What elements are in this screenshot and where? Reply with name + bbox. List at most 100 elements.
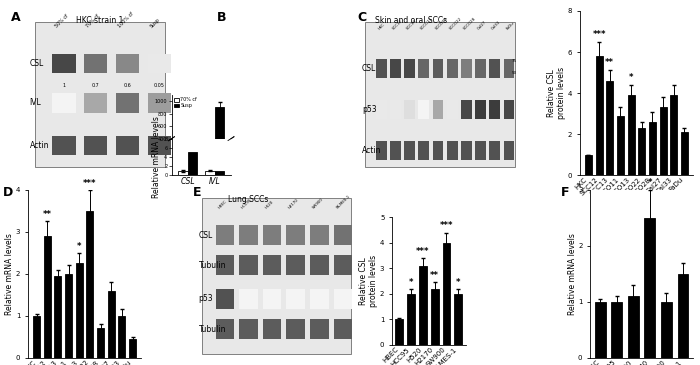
Text: p53: p53 <box>362 105 377 114</box>
Text: 50: 50 <box>512 70 517 74</box>
FancyBboxPatch shape <box>216 225 234 245</box>
Bar <box>87 211 93 358</box>
Text: SCC13: SCC13 <box>406 19 418 31</box>
Text: ***: *** <box>83 179 97 188</box>
Text: p53: p53 <box>199 295 214 303</box>
Bar <box>407 294 415 345</box>
Text: Cal33: Cal33 <box>491 20 502 31</box>
FancyBboxPatch shape <box>262 289 281 309</box>
FancyBboxPatch shape <box>216 289 234 309</box>
Legend: 70% cf, Susp: 70% cf, Susp <box>174 97 197 108</box>
FancyBboxPatch shape <box>489 100 500 119</box>
FancyBboxPatch shape <box>503 141 514 161</box>
Y-axis label: Relative mRNA levels: Relative mRNA levels <box>568 233 577 315</box>
FancyBboxPatch shape <box>503 58 514 78</box>
FancyBboxPatch shape <box>376 58 386 78</box>
FancyBboxPatch shape <box>216 319 234 339</box>
FancyBboxPatch shape <box>239 255 258 276</box>
FancyBboxPatch shape <box>262 319 281 339</box>
FancyBboxPatch shape <box>404 141 415 161</box>
Text: CSL: CSL <box>29 59 43 68</box>
FancyBboxPatch shape <box>84 93 107 113</box>
FancyBboxPatch shape <box>239 289 258 309</box>
FancyBboxPatch shape <box>310 319 328 339</box>
Text: **: ** <box>606 58 614 68</box>
Bar <box>585 155 592 175</box>
Text: SCCO11: SCCO11 <box>420 16 434 31</box>
FancyBboxPatch shape <box>447 141 458 161</box>
Text: 75: 75 <box>512 59 517 63</box>
Bar <box>108 291 115 358</box>
FancyBboxPatch shape <box>310 225 328 245</box>
FancyBboxPatch shape <box>334 255 352 276</box>
FancyBboxPatch shape <box>239 225 258 245</box>
Bar <box>430 289 438 345</box>
FancyBboxPatch shape <box>503 100 514 119</box>
Bar <box>681 132 688 175</box>
FancyBboxPatch shape <box>461 141 472 161</box>
FancyBboxPatch shape <box>262 225 281 245</box>
Bar <box>628 296 638 358</box>
Bar <box>617 116 624 175</box>
FancyBboxPatch shape <box>365 23 514 167</box>
Text: 50% cf: 50% cf <box>54 14 69 29</box>
Text: Tubulin: Tubulin <box>199 261 226 270</box>
Text: CSL: CSL <box>199 231 213 240</box>
FancyBboxPatch shape <box>116 136 139 155</box>
Text: E: E <box>193 187 201 199</box>
Text: *: * <box>629 73 634 82</box>
FancyBboxPatch shape <box>334 225 352 245</box>
FancyBboxPatch shape <box>475 100 486 119</box>
Text: Actin: Actin <box>362 146 382 155</box>
FancyBboxPatch shape <box>286 255 305 276</box>
Text: HKC: HKC <box>377 22 386 31</box>
Text: 0.05: 0.05 <box>154 83 164 88</box>
FancyBboxPatch shape <box>310 289 328 309</box>
FancyBboxPatch shape <box>84 54 107 73</box>
FancyBboxPatch shape <box>116 54 139 73</box>
Text: SW900: SW900 <box>312 197 324 210</box>
Text: **: ** <box>43 210 52 219</box>
Text: ***: *** <box>592 30 606 39</box>
Text: Lung SCCs: Lung SCCs <box>228 195 268 204</box>
Bar <box>215 170 224 175</box>
Text: Susp: Susp <box>149 17 161 29</box>
Y-axis label: Relative mRNA levels: Relative mRNA levels <box>153 116 162 198</box>
Bar <box>645 218 655 358</box>
FancyBboxPatch shape <box>433 141 443 161</box>
Y-axis label: Relative CSL
protein levels: Relative CSL protein levels <box>547 67 566 119</box>
FancyBboxPatch shape <box>433 100 443 119</box>
FancyBboxPatch shape <box>286 225 305 245</box>
FancyBboxPatch shape <box>489 58 500 78</box>
FancyBboxPatch shape <box>461 58 472 78</box>
Text: 0.7: 0.7 <box>92 83 99 88</box>
FancyBboxPatch shape <box>447 58 458 78</box>
FancyBboxPatch shape <box>35 23 165 167</box>
Text: 70% cf: 70% cf <box>85 14 101 29</box>
Bar <box>419 266 427 345</box>
Text: HKC strain 1: HKC strain 1 <box>76 16 124 25</box>
FancyBboxPatch shape <box>286 289 305 309</box>
Text: 1: 1 <box>62 83 66 88</box>
Text: SCCO28: SCCO28 <box>463 16 477 31</box>
Text: IVL: IVL <box>29 99 41 107</box>
FancyBboxPatch shape <box>116 93 139 113</box>
Text: *: * <box>409 278 413 287</box>
FancyBboxPatch shape <box>447 100 458 119</box>
Bar <box>638 128 645 175</box>
FancyBboxPatch shape <box>390 141 401 161</box>
Bar <box>628 95 634 175</box>
Text: H520: H520 <box>265 200 274 210</box>
Text: SCCO22: SCCO22 <box>449 16 463 31</box>
Text: **: ** <box>430 271 439 280</box>
Text: SCC12: SCC12 <box>391 19 404 31</box>
FancyBboxPatch shape <box>52 136 76 155</box>
Bar <box>649 122 656 175</box>
Text: Actin: Actin <box>29 141 49 150</box>
FancyBboxPatch shape <box>419 58 429 78</box>
FancyBboxPatch shape <box>489 141 500 161</box>
Text: 100% cf: 100% cf <box>118 11 135 29</box>
FancyBboxPatch shape <box>148 93 171 113</box>
Bar <box>55 276 62 358</box>
Text: F: F <box>561 187 570 199</box>
